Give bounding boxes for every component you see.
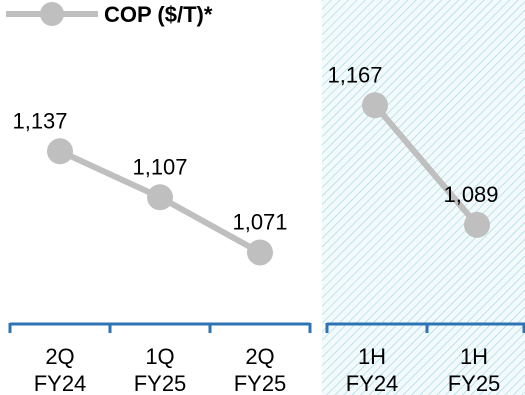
data-point-4 xyxy=(362,92,388,119)
data-point-2 xyxy=(147,184,173,211)
legend-label: COP ($/T)* xyxy=(104,2,213,27)
data-point-1 xyxy=(47,138,73,165)
category-label-3: 2Q FY25 xyxy=(234,344,287,395)
data-label-1: 1,137 xyxy=(12,108,67,133)
legend-marker-swatch xyxy=(40,2,64,26)
data-label-3: 1,071 xyxy=(232,209,287,234)
category-label-5: 1H FY25 xyxy=(448,344,501,395)
data-label-4: 1,167 xyxy=(327,62,382,87)
data-label-5: 1,089 xyxy=(443,182,498,207)
category-label-2: 1Q FY25 xyxy=(134,344,187,395)
data-point-5 xyxy=(464,211,490,238)
category-label-1: 2Q FY24 xyxy=(34,344,87,395)
series-line-group-2 xyxy=(372,103,480,227)
category-label-4: 1H FY24 xyxy=(346,344,399,395)
data-point-3 xyxy=(247,239,273,266)
data-label-2: 1,107 xyxy=(132,154,187,179)
legend: COP ($/T)* xyxy=(6,2,213,27)
highlight-region xyxy=(322,0,525,395)
